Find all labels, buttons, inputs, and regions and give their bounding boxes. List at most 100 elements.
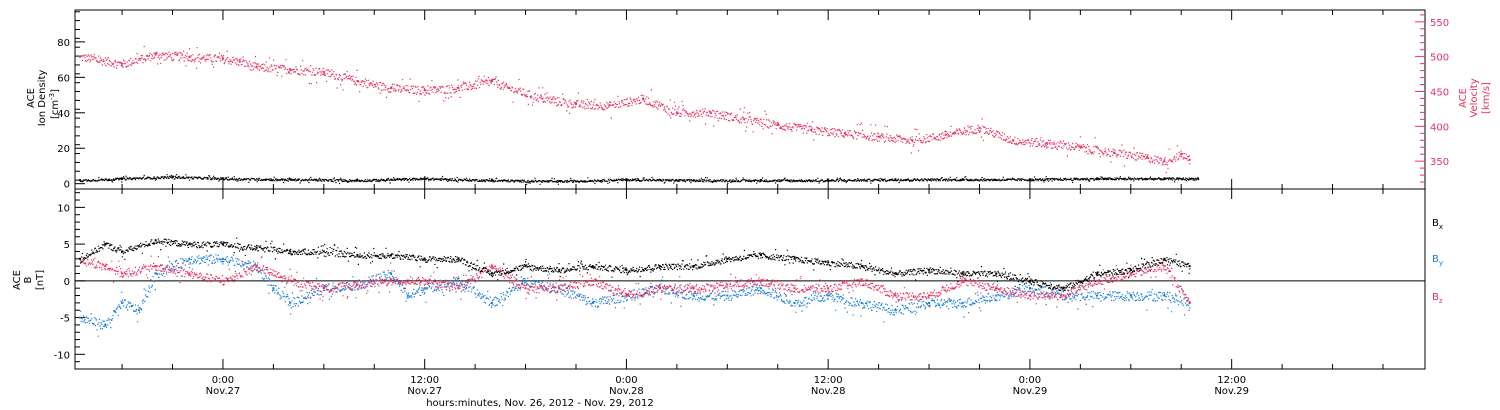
x-tick-time-label: 12:00 <box>410 375 439 386</box>
bottom-tick-label: 0 <box>64 277 70 288</box>
velocity-series-point <box>877 135 880 138</box>
x-tick-date-label: Nov.29 <box>1013 386 1048 397</box>
x-tick-date-label: Nov.28 <box>811 386 846 397</box>
bx-series-point <box>1062 287 1065 290</box>
by-series-point <box>1129 294 1132 297</box>
velocity-series-point <box>978 126 981 129</box>
bz-series-point <box>1028 294 1031 297</box>
bx-series-point <box>961 272 964 275</box>
bx-series-point <box>121 250 124 253</box>
bz-series-point <box>961 279 964 282</box>
by-series-point <box>188 257 191 260</box>
legend-bz-sub: z <box>1439 297 1443 305</box>
bz-series-point <box>659 287 662 290</box>
bz-series-point <box>322 287 325 290</box>
bz-series-point <box>995 287 998 290</box>
x-tick-date-label: Nov.27 <box>206 386 241 397</box>
top-left-ylabel-unit: [cm <box>50 100 61 119</box>
bx-series-point <box>79 257 82 260</box>
velocity-series-point <box>1188 158 1191 161</box>
bz-series-point <box>1188 301 1191 304</box>
by-series-point <box>221 257 224 260</box>
bottom-panel-frame <box>74 188 1426 370</box>
top-left-tick-label: 20 <box>57 144 70 155</box>
bx-series-point <box>524 265 527 268</box>
density-series-scatter <box>80 174 1200 185</box>
bz-series-point <box>558 287 561 290</box>
legend-bz: Bz <box>1432 292 1443 305</box>
by-series-point <box>406 294 409 297</box>
velocity-series-point <box>457 87 460 90</box>
density-series-point <box>356 179 359 182</box>
x-tick-time-label: 0:00 <box>212 375 234 386</box>
bx-series-point <box>995 272 998 275</box>
x-tick-date-label: Nov.28 <box>609 386 644 397</box>
top-right-tick-label: 400 <box>1430 122 1449 133</box>
bottom-panel-ticks: -10 -5 0 5 10 <box>54 192 85 363</box>
bz-series-point <box>1163 265 1166 268</box>
velocity-series-point <box>743 118 746 121</box>
bx-series-point <box>423 257 426 260</box>
velocity-series-point <box>490 80 493 83</box>
by-series-point <box>894 309 897 312</box>
velocity-series-point <box>1180 153 1183 156</box>
bz-series-point <box>625 294 628 297</box>
bottom-ylabel-line3: [nT] <box>35 270 46 290</box>
bz-series-point <box>390 279 393 282</box>
velocity-series-scatter <box>80 45 1191 174</box>
bx-series-point <box>1163 257 1166 260</box>
bx-series-point <box>759 254 762 257</box>
top-right-tick-label: 350 <box>1430 157 1449 168</box>
velocity-series-point <box>541 97 544 100</box>
x-tick-date-label: Nov.29 <box>1214 386 1249 397</box>
by-series-point <box>928 301 931 304</box>
x-axis-title: hours:minutes, Nov. 26, 2012 - Nov. 29, … <box>426 398 654 409</box>
velocity-series-point <box>188 55 191 58</box>
by-series-point <box>121 301 124 304</box>
velocity-series-point <box>289 68 292 71</box>
top-left-tick-label: 40 <box>57 109 70 120</box>
bottom-ylabel-line2: B <box>23 276 34 283</box>
by-series-point <box>692 294 695 297</box>
top-panel-ticks: 0 20 40 60 80 350 400 450 500 550 <box>57 11 1449 191</box>
by-series-point <box>995 294 998 297</box>
top-right-tick-label: 550 <box>1430 18 1449 29</box>
bottom-panel-series <box>79 237 1191 337</box>
bottom-tick-label: 5 <box>64 240 70 251</box>
bx-series-point <box>894 272 897 275</box>
by-series-point <box>289 301 292 304</box>
velocity-series-point <box>423 89 426 92</box>
x-tick-time-label: 12:00 <box>814 375 843 386</box>
bz-series-point <box>121 272 124 275</box>
by-series-point <box>137 309 140 312</box>
velocity-series-point <box>675 111 678 114</box>
bottom-tick-label: 10 <box>57 203 70 214</box>
by-series-point <box>457 279 460 282</box>
bottom-tick-label: -5 <box>60 314 70 325</box>
x-axis-ticks: 0:00Nov.2712:00Nov.270:00Nov.2812:00Nov.… <box>121 10 1384 397</box>
x-tick-time-label: 0:00 <box>1019 375 1041 386</box>
density-series-point <box>827 179 830 182</box>
top-right-ylabel-line1: ACE <box>1458 88 1469 108</box>
bottom-ylabel-line1: ACE <box>12 270 23 290</box>
bz-series-point <box>726 283 729 286</box>
bz-series-point <box>221 279 224 282</box>
x-tick-time-label: 0:00 <box>615 375 637 386</box>
by-series-point <box>591 301 594 304</box>
by-series-point <box>104 323 107 326</box>
legend-bx-letter: B <box>1432 218 1439 229</box>
top-left-tick-label: 80 <box>57 38 70 49</box>
bx-series-point <box>1028 279 1031 282</box>
bx-series-point <box>1188 265 1191 268</box>
bz-series-point <box>188 272 191 275</box>
top-right-tick-label: 500 <box>1430 53 1449 64</box>
top-left-ylabel-line2: Ion Density <box>37 70 48 127</box>
bz-series-point <box>490 265 493 268</box>
bz-series-point <box>827 287 830 290</box>
legend-bx-sub: x <box>1439 223 1443 231</box>
bz-series-point <box>928 294 931 297</box>
density-series-point <box>692 179 695 182</box>
bx-series-point <box>104 243 107 246</box>
bx-series-scatter <box>80 237 1191 293</box>
